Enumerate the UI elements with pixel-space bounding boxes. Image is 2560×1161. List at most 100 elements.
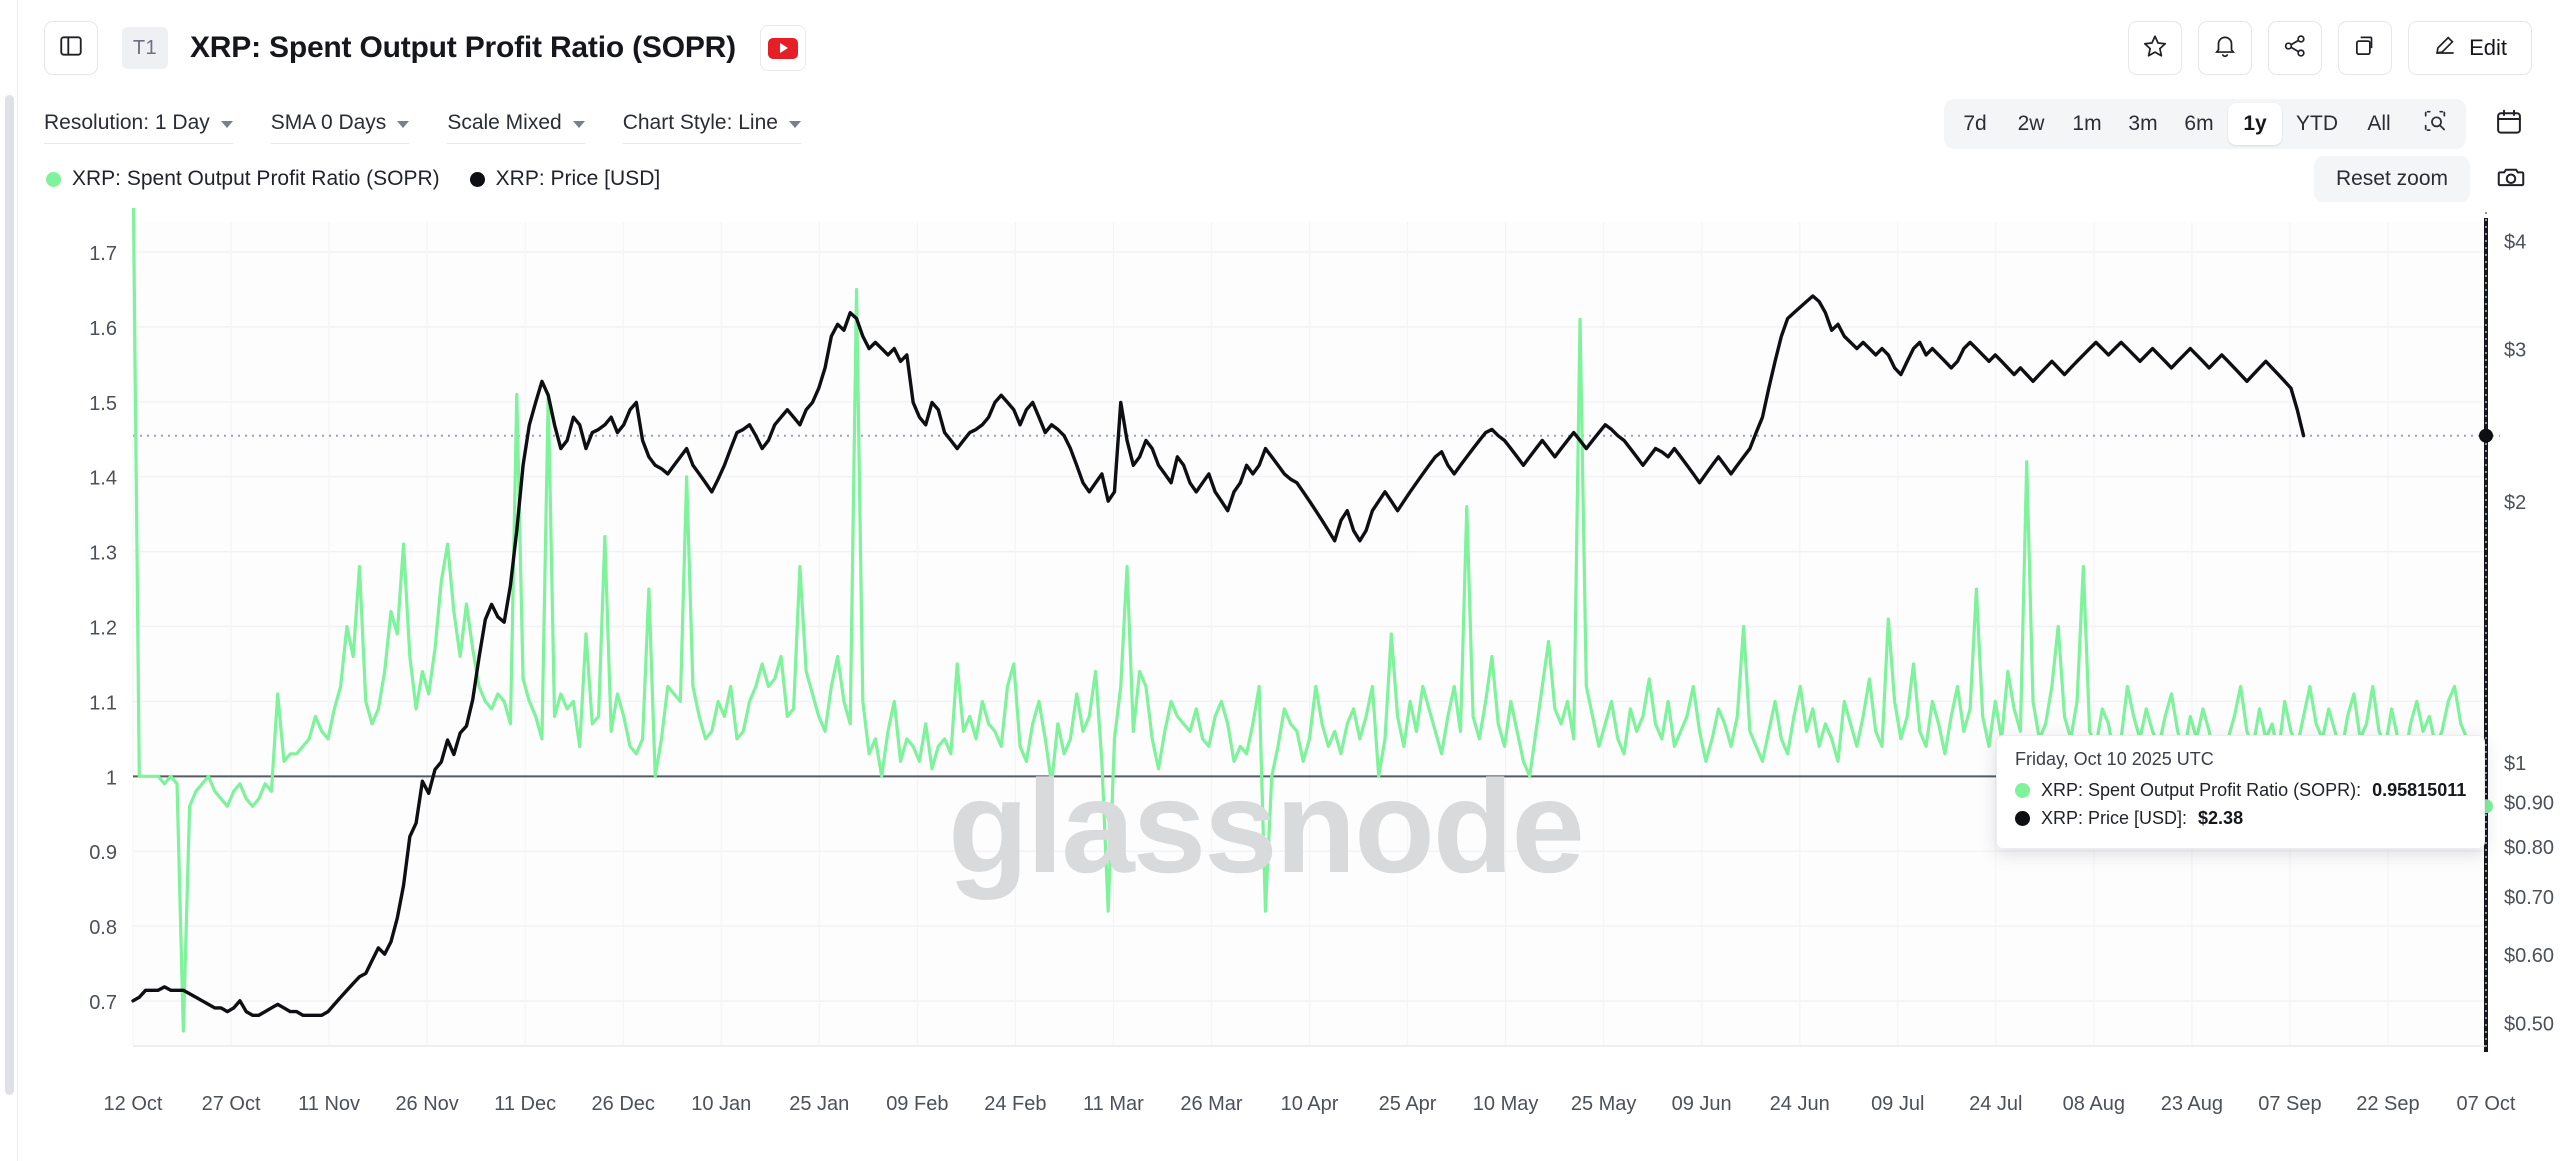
- left-rail: [0, 0, 18, 1161]
- scale-select-label: Scale Mixed: [447, 110, 562, 134]
- legend-item-sopr[interactable]: XRP: Spent Output Profit Ratio (SOPR): [46, 167, 440, 191]
- x-axis-tick-label: 26 Nov: [395, 1093, 458, 1115]
- series-line-price: [131, 294, 2306, 1017]
- range-button-2w[interactable]: 2w: [2004, 103, 2058, 145]
- x-axis-tick-label: 25 Jan: [789, 1093, 849, 1115]
- chevron-down-icon: [397, 121, 410, 128]
- duplicate-button[interactable]: [2338, 21, 2393, 75]
- x-axis-tick-label: 12 Oct: [104, 1093, 163, 1115]
- y-axis-left-tick-label: 0.7: [89, 992, 117, 1014]
- chevron-down-icon: [788, 121, 801, 128]
- x-axis-tick-label: 11 Nov: [298, 1093, 360, 1115]
- tooltip-value-price: $2.38: [2198, 807, 2244, 828]
- range-button-ytd[interactable]: YTD: [2284, 103, 2350, 145]
- chevron-down-icon: [572, 121, 585, 128]
- range-button-1y[interactable]: 1y: [2228, 103, 2282, 145]
- alerts-button[interactable]: [2198, 21, 2253, 75]
- calendar-icon: [2494, 107, 2524, 142]
- y-axis-left-tick-label: 1.7: [89, 243, 117, 265]
- edit-button[interactable]: Edit: [2408, 21, 2532, 75]
- scale-select[interactable]: Scale Mixed: [447, 105, 585, 144]
- y-axis-left-tick-label: 1.3: [89, 543, 117, 565]
- page-scrollbar-thumb[interactable]: [5, 95, 14, 1095]
- chart-style-select-label: Chart Style: Line: [622, 110, 778, 134]
- x-axis-tick-label: 09 Jul: [1871, 1093, 1924, 1115]
- y-axis-left-tick-label: 1.4: [89, 468, 117, 490]
- range-button-6m[interactable]: 6m: [2172, 103, 2226, 145]
- chart-toolbar: Resolution: 1 Day SMA 0 Days Scale Mixed…: [18, 96, 2560, 152]
- x-axis-tick-label: 11 Mar: [1083, 1093, 1144, 1115]
- header-actions: Edit: [2128, 21, 2532, 75]
- y-axis-right-tick-label: $1: [2504, 753, 2526, 775]
- youtube-link-button[interactable]: [759, 25, 806, 71]
- x-axis-tick-label: 10 Jan: [691, 1093, 751, 1115]
- y-axis-left-tick-label: 0.9: [89, 842, 117, 864]
- tooltip-label-sopr: XRP: Spent Output Profit Ratio (SOPR):: [2041, 780, 2362, 800]
- legend-swatch-sopr: [46, 171, 61, 187]
- y-axis-left-tick-label: 1.6: [89, 318, 117, 340]
- share-icon: [2282, 33, 2308, 64]
- copy-icon: [2352, 33, 2378, 64]
- legend-label-sopr: XRP: Spent Output Profit Ratio (SOPR): [72, 167, 440, 190]
- chart-slot-badge-label: T1: [132, 36, 158, 59]
- time-range-group: 7d 2w 1m 3m 6m 1y YTD All: [1944, 99, 2466, 149]
- tooltip-date: Friday, Oct 10 2025 UTC: [2015, 749, 2214, 769]
- range-button-7d[interactable]: 7d: [1948, 103, 2002, 145]
- chart-slot-badge[interactable]: T1: [122, 27, 168, 69]
- chart-style-select[interactable]: Chart Style: Line: [622, 105, 801, 144]
- x-axis-tick-label: 25 May: [1571, 1093, 1637, 1115]
- chart-tooltip: Friday, Oct 10 2025 UTC XRP: Spent Outpu…: [1996, 735, 2486, 849]
- chevron-down-icon: [220, 121, 233, 128]
- y-axis-right-tick-label: $3: [2504, 340, 2526, 362]
- x-axis-tick-label: 24 Jun: [1770, 1093, 1830, 1115]
- share-button[interactable]: [2268, 21, 2323, 75]
- y-axis-right-tick-label: $0.80: [2504, 837, 2554, 859]
- youtube-play-icon: [767, 37, 798, 59]
- y-axis-right-tick-label: $2: [2504, 492, 2526, 514]
- x-axis-tick-label: 07 Sep: [2258, 1093, 2321, 1115]
- range-button-all[interactable]: All: [2352, 103, 2406, 145]
- sidebar-toggle-button[interactable]: [44, 21, 98, 75]
- legend-actions: Reset zoom: [2313, 156, 2534, 202]
- legend-item-price[interactable]: XRP: Price [USD]: [469, 167, 661, 191]
- x-axis-tick-label: 10 Apr: [1281, 1093, 1339, 1115]
- chart-legend: XRP: Spent Output Profit Ratio (SOPR) XR…: [18, 152, 2560, 206]
- y-axis-left-tick-label: 1: [106, 767, 117, 789]
- zoom-select-button[interactable]: [2408, 103, 2462, 145]
- sidebar-panel-icon: [58, 33, 84, 64]
- x-axis-tick-label: 26 Dec: [592, 1093, 655, 1115]
- tooltip-value-sopr: 0.95815011: [2372, 780, 2467, 800]
- resolution-select-label: Resolution: 1 Day: [44, 110, 210, 134]
- page-title: XRP: Spent Output Profit Ratio (SOPR): [190, 31, 736, 64]
- x-axis-tick-label: 08 Aug: [2063, 1093, 2125, 1115]
- favorite-button[interactable]: [2128, 21, 2183, 75]
- screenshot-button[interactable]: [2488, 156, 2534, 202]
- legend-label-price: XRP: Price [USD]: [495, 167, 661, 190]
- y-axis-right-tick-label: $0.90: [2504, 793, 2554, 815]
- tooltip-swatch-sopr: [2015, 783, 2030, 799]
- y-axis-right-tick-label: $4: [2504, 231, 2526, 253]
- chart-plot-area[interactable]: 1.7 1.6 1.5 1.4 1.3 1.2 1.1 1 0.9 0.8 0.7 12 Oct 27 …: [18, 206, 2560, 1161]
- x-axis-tick-label: 10 May: [1473, 1093, 1539, 1115]
- reset-zoom-button[interactable]: Reset zoom: [2313, 156, 2470, 202]
- x-axis-tick-label: 07 Oct: [2457, 1093, 2516, 1115]
- tooltip-row-price: XRP: Price [USD]: $2.38: [2015, 805, 2466, 833]
- y-axis-left-tick-label: 1.1: [89, 692, 117, 714]
- x-axis-tick-label: 22 Sep: [2356, 1093, 2419, 1115]
- hover-marker-price: [2479, 428, 2493, 443]
- x-axis-tick-label: 23 Aug: [2161, 1093, 2223, 1115]
- range-button-1m[interactable]: 1m: [2060, 103, 2114, 145]
- date-picker-button[interactable]: [2484, 99, 2534, 149]
- tooltip-row-sopr: XRP: Spent Output Profit Ratio (SOPR): 0…: [2015, 777, 2466, 805]
- star-icon: [2142, 33, 2168, 64]
- y-axis-right-tick-label: $0.70: [2504, 887, 2554, 909]
- range-button-3m[interactable]: 3m: [2116, 103, 2170, 145]
- resolution-select[interactable]: Resolution: 1 Day: [44, 105, 233, 144]
- sma-select-label: SMA 0 Days: [270, 110, 387, 134]
- sma-select[interactable]: SMA 0 Days: [270, 105, 410, 144]
- app-header: T1 XRP: Spent Output Profit Ratio (SOPR): [18, 0, 2560, 96]
- x-axis-tick-label: 24 Feb: [984, 1093, 1046, 1115]
- y-axis-left-tick-label: 0.8: [89, 917, 117, 939]
- zoom-select-icon: [2422, 108, 2448, 140]
